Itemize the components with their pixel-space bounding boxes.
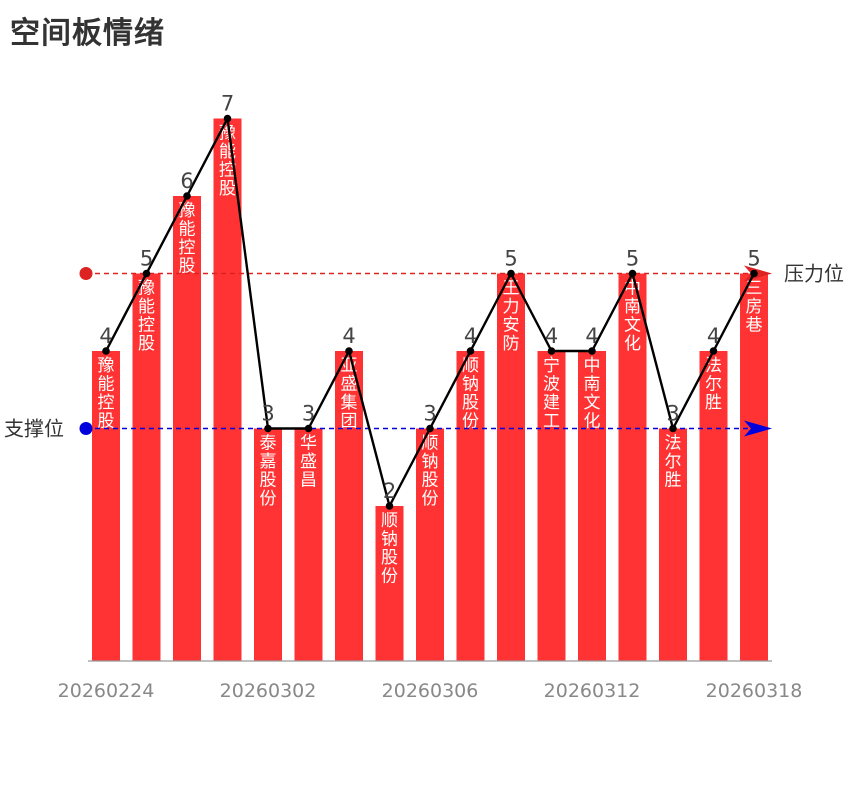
x-tick-label: 20260302 xyxy=(220,680,317,702)
bar xyxy=(659,428,687,661)
trend-point xyxy=(304,424,313,433)
bar xyxy=(254,428,282,661)
pressure-line-dot xyxy=(79,267,93,280)
bar xyxy=(92,351,120,661)
x-tick-label: 20260318 xyxy=(706,680,803,702)
bar-stock-label: 顺钠股份 xyxy=(422,434,439,510)
bar-stock-label: 宁波建工 xyxy=(543,356,560,432)
bar xyxy=(335,351,363,661)
support-line-dot xyxy=(79,422,93,435)
trend-point xyxy=(426,424,434,433)
trend-point xyxy=(588,347,596,355)
bar xyxy=(375,506,404,661)
bar xyxy=(578,351,606,661)
bar-stock-label: 王力安防 xyxy=(503,279,520,355)
trend-point xyxy=(466,347,475,355)
value-label: 5 xyxy=(747,247,760,271)
trend-point xyxy=(223,114,232,123)
bar-stock-label: 豫能控股 xyxy=(179,201,196,277)
value-label: 3 xyxy=(302,402,315,426)
bar xyxy=(456,351,485,661)
value-label: 3 xyxy=(423,402,436,426)
bar xyxy=(294,428,323,661)
bar-stock-label: 顺钠股份 xyxy=(381,511,398,587)
bar xyxy=(740,273,768,661)
bar-stock-label: 亚盛集团 xyxy=(341,356,358,432)
value-label: 4 xyxy=(545,324,558,348)
x-tick-label: 20260312 xyxy=(544,680,641,702)
bar xyxy=(537,351,566,661)
trend-point xyxy=(264,424,272,433)
pressure-line-label: 压力位 xyxy=(784,262,844,286)
bars-layer: 豫能控股豫能控股豫能控股豫能控股泰嘉股份华盛昌亚盛集团顺钠股份顺钠股份顺钠股份王… xyxy=(92,118,768,661)
trend-point xyxy=(102,347,110,355)
bar xyxy=(213,118,242,661)
trend-point xyxy=(628,269,637,278)
bar-stock-label: 中南文化 xyxy=(624,279,641,355)
trend-point xyxy=(547,347,556,355)
value-label: 2 xyxy=(383,479,396,503)
value-label: 4 xyxy=(342,324,355,348)
value-label: 6 xyxy=(180,169,193,193)
bar xyxy=(416,428,444,661)
trend-point xyxy=(507,269,515,278)
x-tick-label: 20260306 xyxy=(382,680,479,702)
support-line-arrow xyxy=(744,420,772,437)
axis-layer: 20260224 20260302 20260306 20260312 20260318 xyxy=(58,660,803,702)
bar-stock-label: 法尔胜 xyxy=(665,434,682,491)
trend-point xyxy=(709,347,718,355)
bar xyxy=(699,351,728,661)
trend-point xyxy=(345,347,353,355)
value-label: 4 xyxy=(707,324,720,348)
value-label: 3 xyxy=(666,402,679,426)
trend-point xyxy=(385,502,394,510)
bar-stock-label: 豫能控股 xyxy=(138,279,155,355)
value-label: 3 xyxy=(261,402,274,426)
chart-title: 空间板情绪 xyxy=(10,16,165,51)
value-label: 5 xyxy=(140,247,153,271)
value-label: 7 xyxy=(221,92,234,116)
trend-point xyxy=(750,269,758,278)
bar-stock-label: 华盛昌 xyxy=(300,434,317,491)
bar-stock-label: 豫能控股 xyxy=(98,356,115,432)
trend-point xyxy=(669,424,677,433)
bar-stock-label: 泰嘉股份 xyxy=(260,434,277,510)
value-label: 5 xyxy=(626,247,639,271)
x-tick-label: 20260224 xyxy=(58,680,155,702)
bar xyxy=(132,273,161,661)
value-label: 4 xyxy=(585,324,598,348)
bar xyxy=(497,273,525,661)
value-label: 4 xyxy=(99,324,112,348)
labels-layer: 4 5 6 7 3 3 4 2 3 4 5 4 4 5 3 4 5 xyxy=(99,92,760,504)
bar-stock-label: 顺钠股份 xyxy=(462,356,479,432)
bar-stock-label: 中南文化 xyxy=(584,356,601,432)
line-layer xyxy=(102,114,758,510)
bar xyxy=(618,273,647,661)
value-label: 5 xyxy=(504,247,517,271)
value-label: 4 xyxy=(464,324,477,348)
trend-point xyxy=(183,192,191,200)
support-line-label: 支撑位 xyxy=(4,417,64,441)
trend-point xyxy=(142,269,151,278)
